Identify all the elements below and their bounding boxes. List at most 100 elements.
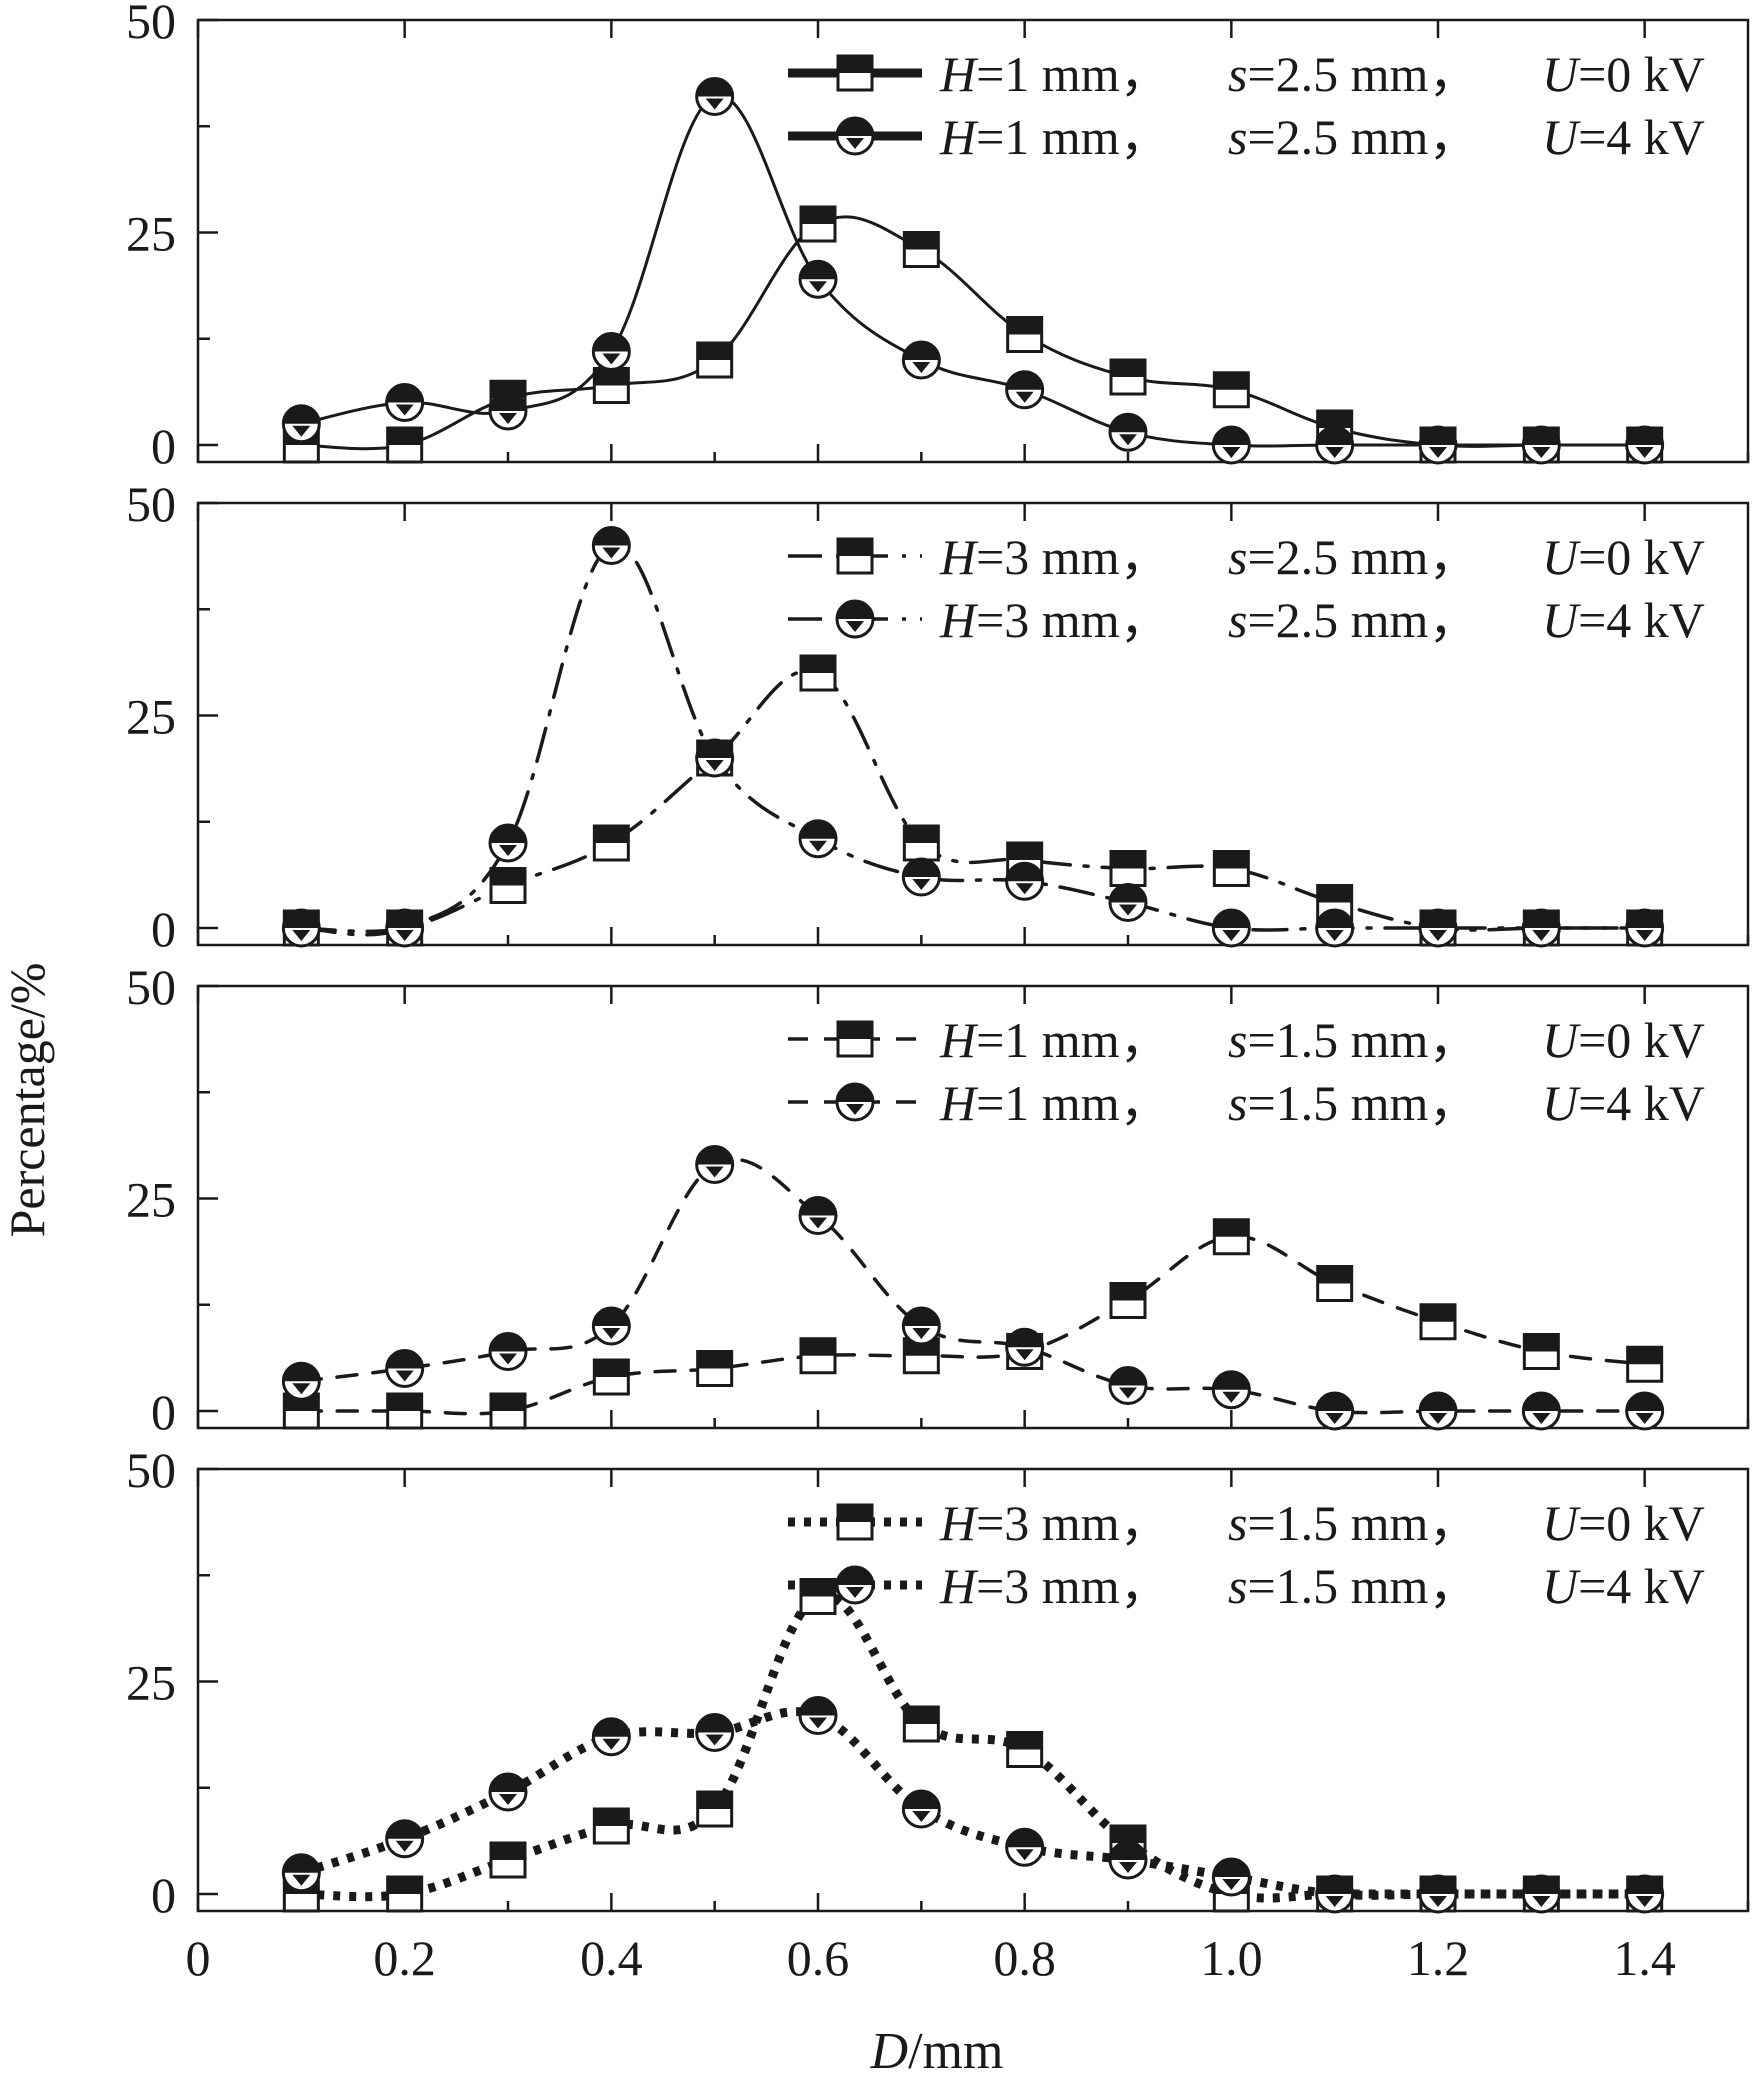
circle-marker-notch [705, 1734, 724, 1746]
data-point-square-5 [799, 205, 837, 243]
square-marker-fill [594, 826, 629, 843]
data-point-square-11 [1419, 1303, 1457, 1341]
circle-marker-fill [800, 820, 836, 839]
data-point-circle-8 [1108, 883, 1148, 922]
square-marker-fill [697, 343, 732, 360]
circle-marker-notch [1325, 447, 1344, 458]
circle-marker-notch [1119, 1387, 1137, 1399]
legend-text-part: =4 kV [1578, 1075, 1705, 1131]
legend-text-part: =3 mm， [976, 1558, 1169, 1614]
data-point-circle-6 [901, 1789, 941, 1829]
circle-marker-fill [1420, 1876, 1456, 1894]
circle-marker-notch [705, 98, 724, 110]
legend-text-part: H [939, 1075, 979, 1131]
square-marker-fill [1111, 360, 1145, 377]
legend-label: H=1 mm， s=2.5 mm， U=0 kV [939, 46, 1705, 102]
circle-marker-notch [292, 930, 311, 941]
data-point-circle-12 [1521, 908, 1561, 948]
square-marker-fill [838, 1505, 872, 1522]
plot-frame [196, 18, 1750, 464]
circle-marker-notch [292, 425, 311, 437]
legend-entry-1: H=1 mm， s=1.5 mm， U=0 kV [788, 1012, 1705, 1068]
legend-text-part: s [1228, 46, 1247, 102]
circle-marker-notch [809, 1217, 827, 1229]
circle-marker-fill [1110, 1842, 1146, 1860]
circle-marker-fill [837, 118, 873, 136]
data-point-circle-11 [1418, 1391, 1458, 1431]
data-point-circle-10 [1315, 1874, 1355, 1914]
circle-marker-fill [593, 333, 630, 352]
legend-text-part: =1 mm， [976, 1075, 1169, 1131]
legend-text-part: U [1542, 1495, 1581, 1551]
legend-text-part: =4 kV [1578, 592, 1705, 648]
x-tick-label: 0.2 [373, 1930, 436, 1986]
circle-marker-fill [1626, 910, 1663, 928]
legend-text-part: U [1542, 46, 1581, 102]
data-point-square-4 [696, 1350, 734, 1387]
data-point-circle-1 [385, 1819, 425, 1859]
circle-marker-fill [1626, 1876, 1663, 1894]
data-point-circle-13 [1625, 1391, 1665, 1431]
circle-marker-fill [1213, 1859, 1250, 1877]
circle-marker-notch [1325, 1896, 1344, 1907]
circle-marker-notch [1222, 1879, 1241, 1890]
data-point-circle-6 [901, 340, 941, 380]
circle-marker-notch [1119, 904, 1137, 916]
legend-text-part: s [1228, 1075, 1247, 1131]
legend-text-part: U [1542, 1012, 1581, 1068]
circle-marker-fill [1316, 1876, 1353, 1894]
legend-text-part: =0 kV [1578, 46, 1705, 102]
circle-marker-notch [395, 404, 414, 416]
legend-label: H=3 mm， s=1.5 mm， U=4 kV [939, 1558, 1705, 1614]
circle-marker-fill [1110, 884, 1146, 903]
square-marker-fill [1214, 372, 1249, 390]
data-point-circle-10 [1315, 908, 1355, 948]
circle-marker-fill [800, 1197, 836, 1216]
legend-marker-square [836, 1020, 874, 1058]
x-tick-label: 1.0 [1200, 1930, 1263, 1986]
y-tick-label: 50 [126, 1442, 176, 1498]
square-marker-fill [1421, 1304, 1455, 1322]
circle-marker-fill [1213, 1371, 1250, 1390]
square-marker-fill [387, 428, 422, 445]
data-point-square-6 [902, 1705, 940, 1743]
circle-marker-fill [1110, 1367, 1146, 1386]
legend-text-part: U [1542, 1075, 1581, 1131]
circle-marker-fill [1523, 427, 1560, 445]
circle-marker-notch [1015, 1349, 1034, 1361]
circle-marker-fill [1420, 427, 1456, 445]
square-marker-fill [1317, 885, 1352, 903]
legend-text-part: =2.5 mm， [1247, 46, 1478, 102]
legend-text-part: s [1228, 1012, 1247, 1068]
square-marker-fill [1627, 1347, 1662, 1365]
data-point-circle-9 [1211, 1857, 1251, 1897]
circle-marker-fill [1213, 910, 1250, 928]
legend-text-part: =1.5 mm， [1247, 1012, 1478, 1068]
circle-marker-notch [1532, 930, 1551, 941]
legend-text-part: =1.5 mm， [1247, 1558, 1478, 1614]
legend-label: H=3 mm， s=2.5 mm， U=4 kV [939, 592, 1705, 648]
circle-marker-notch [292, 1383, 311, 1395]
data-point-circle-7 [1005, 370, 1045, 410]
circle-marker-notch [912, 362, 931, 373]
series-line-circle [299, 1157, 1647, 1415]
circle-marker-notch [499, 845, 517, 856]
circle-marker-notch [1222, 447, 1241, 458]
data-point-square-3 [592, 367, 630, 404]
y-axis-label: Percentage/% [0, 963, 55, 1238]
circle-marker-notch [846, 621, 864, 632]
y-tick-label: 0 [151, 1384, 176, 1440]
data-point-circle-4 [695, 1713, 735, 1752]
legend-text-part: H [939, 592, 979, 648]
square-marker-fill [1007, 843, 1042, 860]
circle-marker-fill [490, 393, 526, 411]
circle-marker-notch [705, 1166, 724, 1178]
data-point-circle-8 [1108, 412, 1148, 452]
circle-marker-fill [837, 601, 873, 619]
data-point-square-7 [1006, 1731, 1044, 1768]
legend-marker-circle [835, 1565, 875, 1605]
y-tick-label: 25 [126, 1655, 176, 1711]
plot-frame [196, 984, 1750, 1430]
